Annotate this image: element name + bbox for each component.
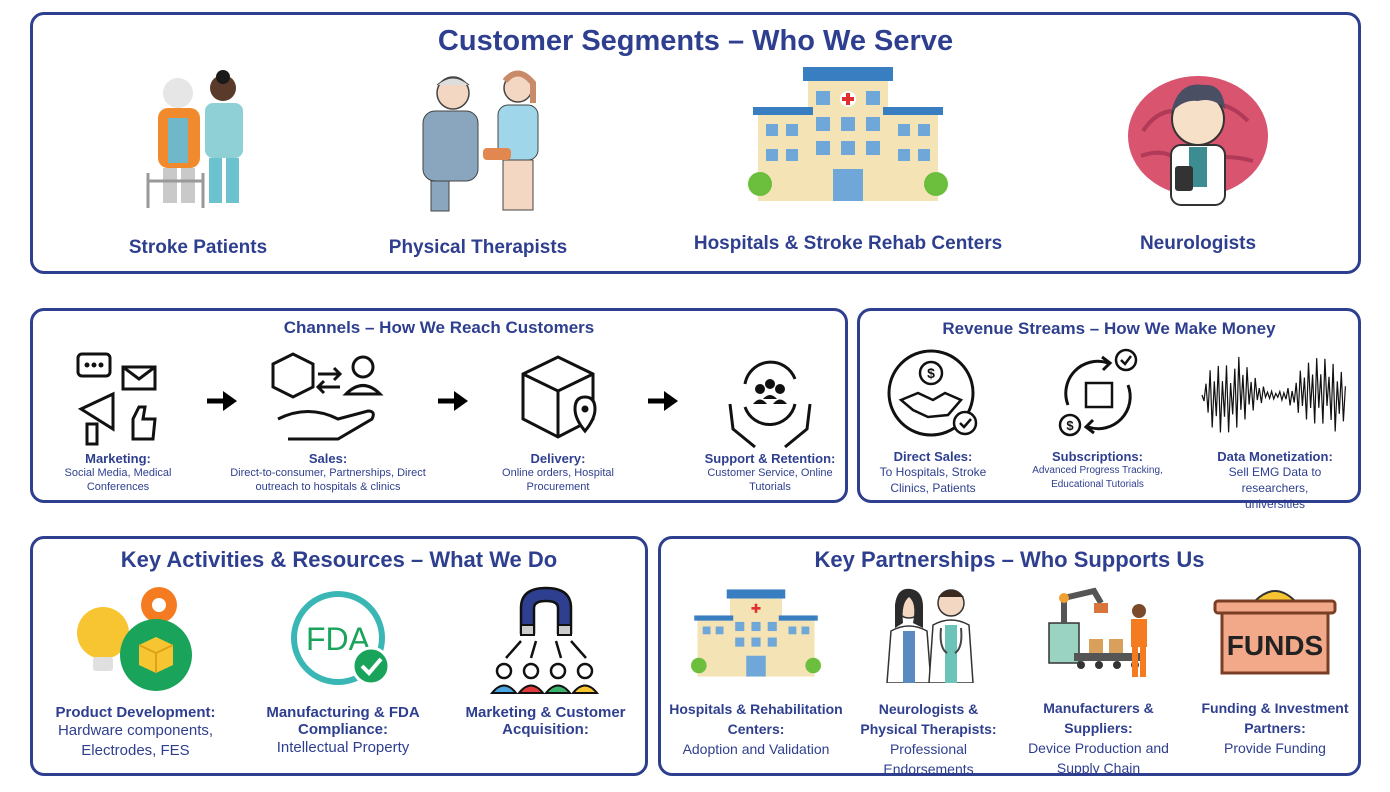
partner-desc: Provide Funding <box>1224 740 1326 756</box>
subscription-cycle-icon: $ <box>1058 348 1137 437</box>
arrow-right-icon <box>648 391 678 411</box>
partner-desc: Adoption and Validation <box>682 741 830 757</box>
neurologist-brain-icon <box>1128 76 1268 206</box>
partner-label: Manufacturers & Suppliers: <box>1043 700 1154 736</box>
channel-desc: Social Media, Medical Conferences <box>64 467 172 493</box>
activities-title: Key Activities & Resources – What We Do <box>120 547 558 572</box>
channel-desc: Online orders, Hospital Procurement <box>502 467 614 493</box>
sales-handoff-icon <box>271 352 384 441</box>
support-hands-icon <box>728 360 812 449</box>
channel-marketing: Marketing: Social Media, Medical Confere… <box>43 349 193 494</box>
lightbulb-gear-box-icon <box>76 587 192 691</box>
factory-robot-arm-icon <box>1047 587 1147 677</box>
segments-title: Customer Segments – Who We Serve <box>437 25 954 57</box>
doctors-icon <box>885 588 974 683</box>
channel-support: Support & Retention: Customer Service, O… <box>695 349 845 494</box>
partner-label: Hospitals & Rehabilitation Centers: <box>669 701 843 737</box>
revenue-desc: To Hospitals, Stroke Clinics, Patients <box>879 465 987 495</box>
customer-segments-panel: Customer Segments – Who We Serve Stroke … <box>30 12 1361 274</box>
arrow-right-icon <box>438 391 468 411</box>
svg-text:$: $ <box>1066 418 1074 433</box>
activity-desc: Hardware components, Electrodes, FES <box>57 722 214 759</box>
channel-label: Marketing: <box>85 451 151 466</box>
partnerships-panel: Key Partnerships – Who Supports Us Hospi… <box>658 536 1361 779</box>
revenue-subscriptions: $ Subscriptions: Advanced Progress Track… <box>1020 345 1175 492</box>
revenue-label: Subscriptions: <box>1051 449 1143 464</box>
partner-manufacturers: Manufacturers & Suppliers: Device Produc… <box>1021 583 1176 778</box>
revenue-data-monetization: Data Monetization: Sell EMG Data to rese… <box>1195 345 1355 512</box>
partnerships-title: Key Partnerships – Who Supports Us <box>814 547 1205 572</box>
channel-delivery: Delivery: Online orders, Hospital Procur… <box>478 349 638 494</box>
hospital-building-icon <box>691 589 821 677</box>
funds-text: FUNDS <box>1227 630 1323 661</box>
channel-label: Delivery: <box>530 451 586 466</box>
activity-marketing-acquisition: Marketing & Customer Acquisition: <box>448 583 643 738</box>
segment-hospitals: Hospitals & Stroke Rehab Centers <box>673 59 1023 255</box>
channels-panel: Channels – How We Reach Customers Market… <box>30 308 848 503</box>
partner-funding: FUNDS Funding & Investment Partners: Pro… <box>1191 583 1359 758</box>
channel-label: Support & Retention: <box>704 451 836 466</box>
handshake-dollar-icon: $ <box>887 349 978 437</box>
partner-neurologists-therapists: Neurologists & Physical Therapists: Prof… <box>851 583 1006 779</box>
segment-label: Stroke Patients <box>128 237 268 258</box>
revenue-desc: Advanced Progress Tracking, Educational … <box>1032 465 1163 490</box>
segment-label: Hospitals & Stroke Rehab Centers <box>693 233 1003 254</box>
revenue-label: Direct Sales: <box>893 449 973 464</box>
fda-approval-icon: FDA <box>291 591 391 686</box>
partner-desc: Device Production and Supply Chain <box>1028 740 1169 776</box>
svg-text:$: $ <box>927 365 935 381</box>
partner-desc: Professional Endorsements <box>883 741 974 777</box>
magnet-customers-icon <box>489 586 599 694</box>
segment-physical-therapists: Physical Therapists <box>368 63 588 259</box>
partner-label: Funding & Investment Partners: <box>1201 700 1349 736</box>
channel-label: Sales: <box>308 451 348 466</box>
revenue-panel: Revenue Streams – How We Make Money $ Di… <box>857 308 1361 511</box>
activity-label: Marketing & Customer Acquisition: <box>465 704 626 738</box>
physical-therapist-icon <box>422 70 539 212</box>
segment-stroke-patients: Stroke Patients <box>93 63 303 259</box>
segment-neurologists: Neurologists <box>1103 61 1293 255</box>
channel-desc: Customer Service, Online Tutorials <box>707 467 833 493</box>
funds-box-icon: FUNDS <box>1213 590 1337 675</box>
segment-label: Physical Therapists <box>388 237 568 258</box>
activity-product-development: Product Development: Hardware components… <box>43 583 228 761</box>
channel-desc: Direct-to-consumer, Partnerships, Direct… <box>230 467 426 493</box>
revenue-desc: Sell EMG Data to researchers, universiti… <box>1228 465 1322 511</box>
revenue-direct-sales: $ Direct Sales: To Hospitals, Stroke Cli… <box>868 345 998 496</box>
revenue-label: Data Monetization: <box>1217 449 1333 464</box>
revenue-title: Revenue Streams – How We Make Money <box>942 319 1276 338</box>
activities-panel: Key Activities & Resources – What We Do … <box>30 536 648 776</box>
activity-desc: Intellectual Property <box>276 739 410 756</box>
channels-title: Channels – How We Reach Customers <box>283 318 595 337</box>
channel-sales: Sales: Direct-to-consumer, Partnerships,… <box>228 349 428 494</box>
megaphone-icon <box>76 352 157 446</box>
hospital-building-icon <box>748 67 948 201</box>
partner-label: Neurologists & Physical Therapists: <box>860 701 997 737</box>
activity-label: Manufacturing & FDA Compliance: <box>266 704 420 738</box>
partner-hospitals: Hospitals & Rehabilitation Centers: Adop… <box>666 583 846 759</box>
emg-waveform-icon <box>1201 356 1346 433</box>
activity-label: Product Development: <box>55 704 216 721</box>
activity-manufacturing-fda: FDA Manufacturing & FDA Compliance: Inte… <box>248 583 438 758</box>
arrow-right-icon <box>207 391 237 411</box>
stroke-patient-caregiver-icon <box>146 70 243 208</box>
segment-label: Neurologists <box>1139 233 1257 254</box>
package-location-icon <box>521 355 597 439</box>
